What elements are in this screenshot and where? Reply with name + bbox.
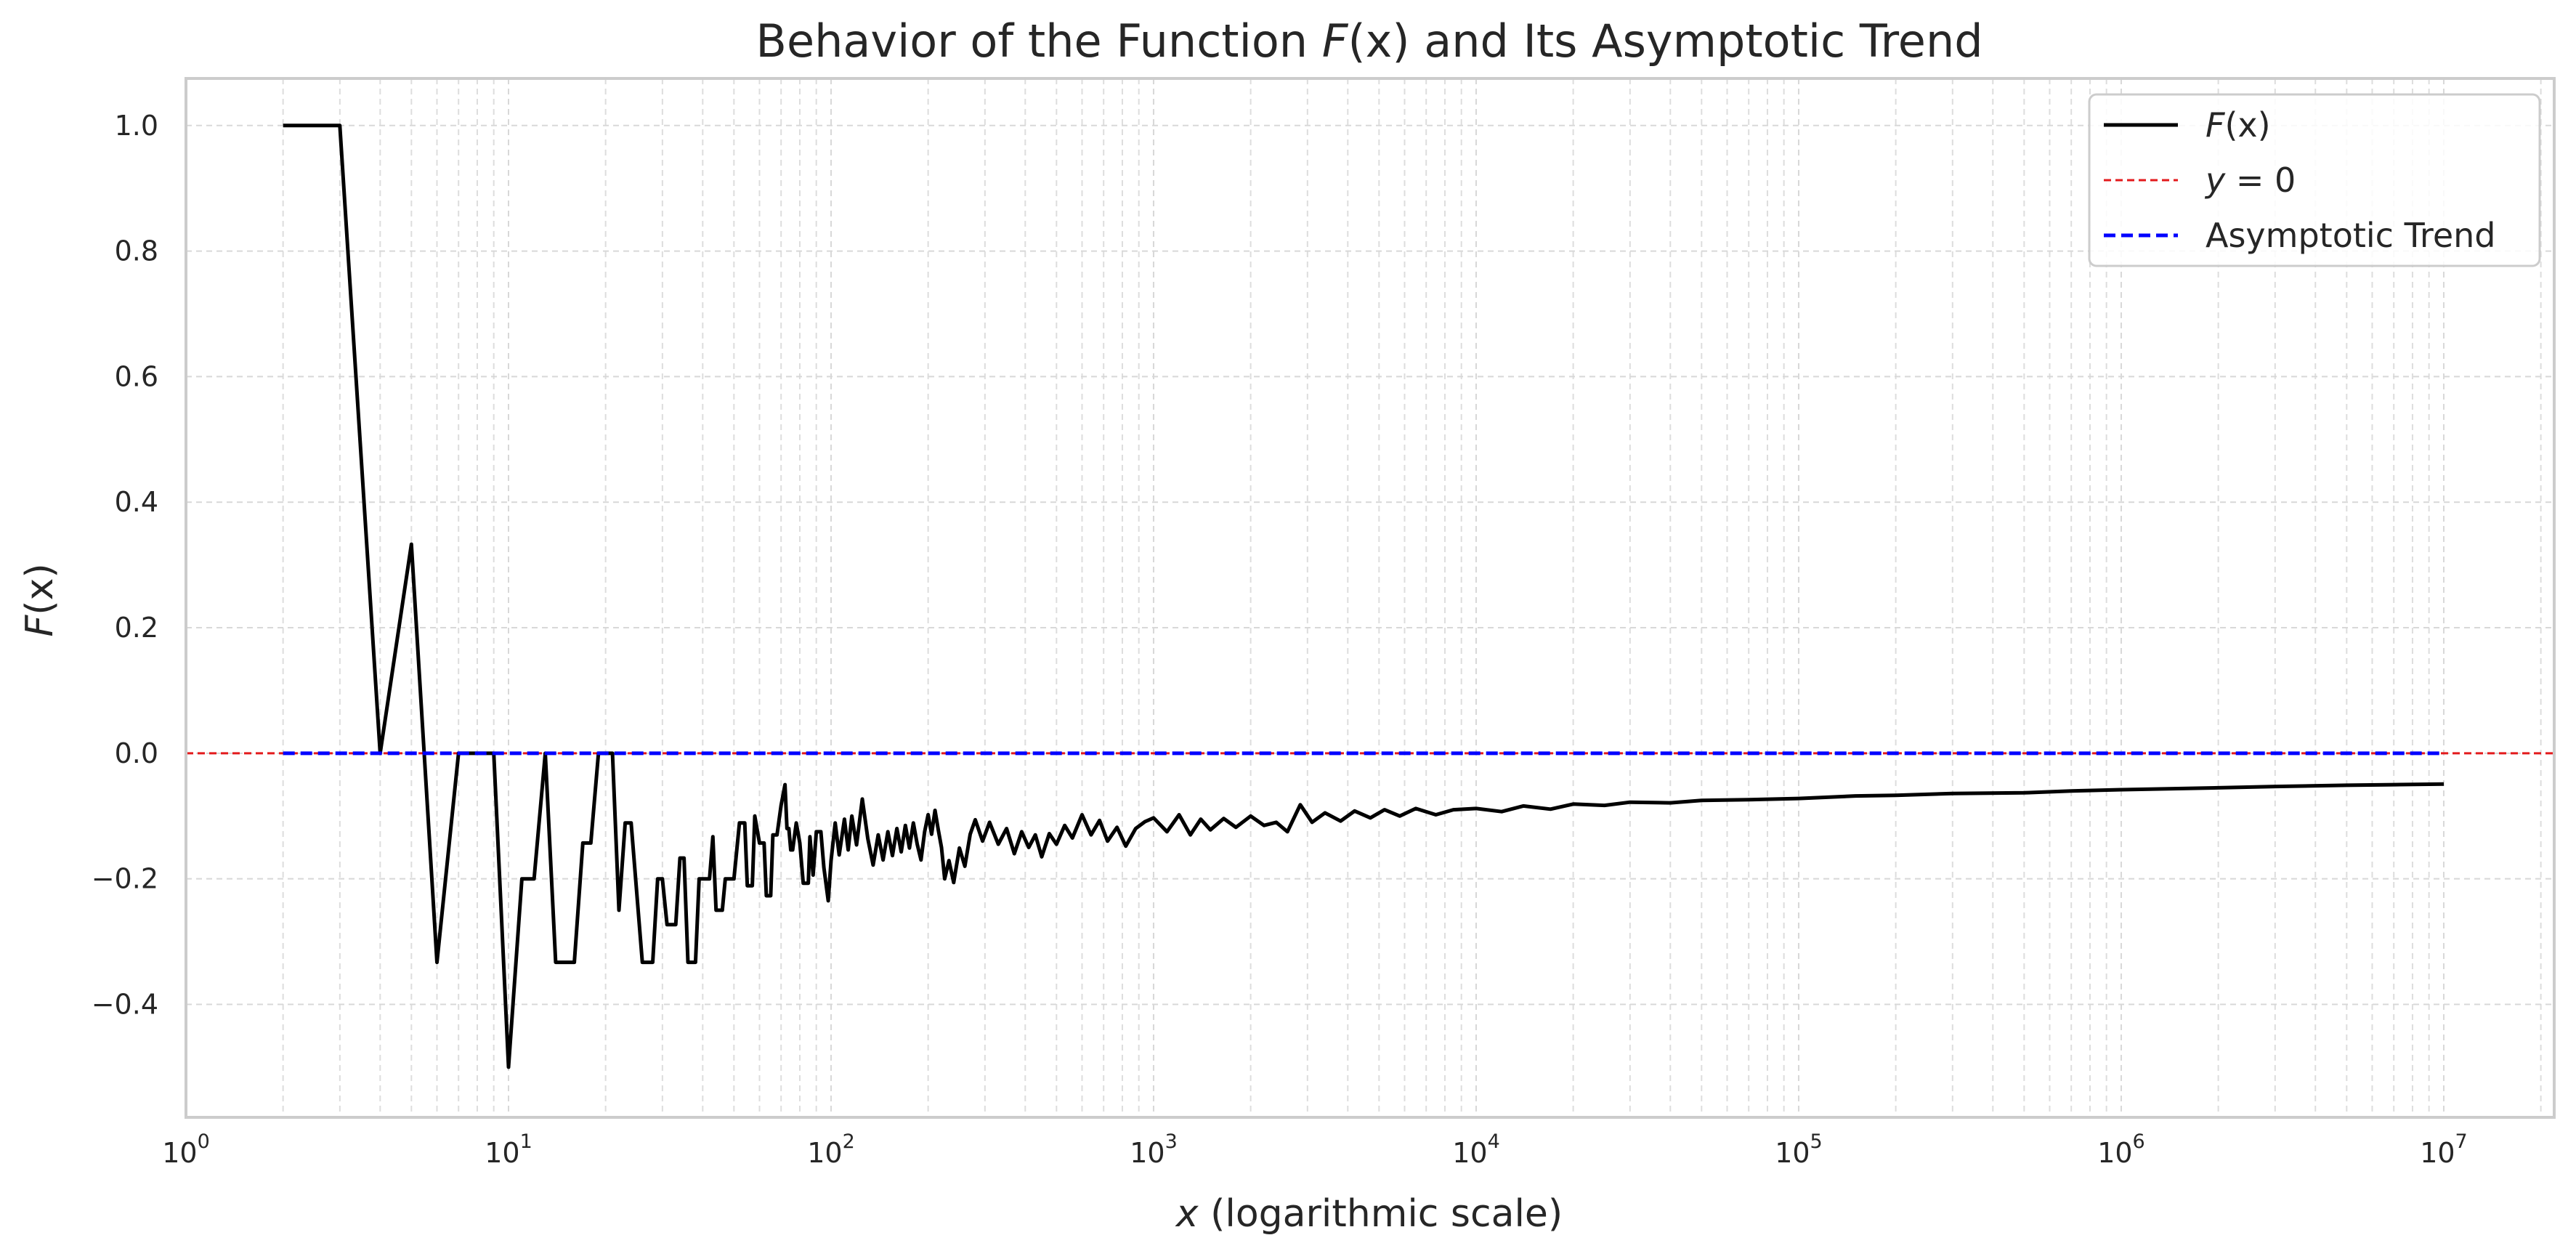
legend-label-zero: y = 0 — [2204, 161, 2296, 200]
legend-label-trend: Asymptotic Trend — [2206, 216, 2495, 255]
x-tick-labels: 100 101 102 103 104 105 106 107 — [162, 1130, 2468, 1169]
legend-box — [2088, 93, 2541, 267]
x-tick-label: 104 — [1452, 1130, 1500, 1169]
plot-frame — [185, 77, 2556, 1119]
y-tick-label: 0.4 — [115, 486, 158, 518]
y-tick-label: 0.6 — [115, 360, 158, 392]
x-tick-label: 105 — [1775, 1130, 1823, 1169]
y-axis-title: F(x) — [18, 563, 62, 636]
legend: F(x) y = 0 Asymptotic Trend — [2088, 93, 2541, 267]
y-tick-label: 1.0 — [115, 110, 158, 142]
y-tick-labels: 1.0 0.8 0.6 0.4 0.2 0.0 −0.2 −0.4 — [92, 110, 158, 1021]
chart-title: Behavior of the Function F(x) and Its As… — [756, 15, 1982, 68]
x-axis-title: x (logarithmic scale) — [1175, 1192, 1563, 1236]
x-tick-label: 102 — [807, 1130, 855, 1169]
x-tick-label: 100 — [162, 1130, 210, 1169]
y-tick-label: 0.8 — [115, 235, 158, 267]
y-tick-label: 0.2 — [115, 612, 158, 644]
series-line-fx — [283, 124, 2445, 1069]
series-layer — [186, 124, 2554, 1069]
x-tick-label: 101 — [485, 1130, 532, 1169]
x-tick-label: 103 — [1130, 1130, 1178, 1169]
y-tick-label: 0.0 — [115, 737, 158, 769]
legend-label-fx: F(x) — [2206, 105, 2271, 145]
y-tick-label: −0.2 — [92, 863, 158, 895]
x-tick-label: 107 — [2420, 1130, 2468, 1169]
x-tick-label: 106 — [2097, 1130, 2145, 1169]
y-tick-label: −0.4 — [92, 988, 158, 1020]
